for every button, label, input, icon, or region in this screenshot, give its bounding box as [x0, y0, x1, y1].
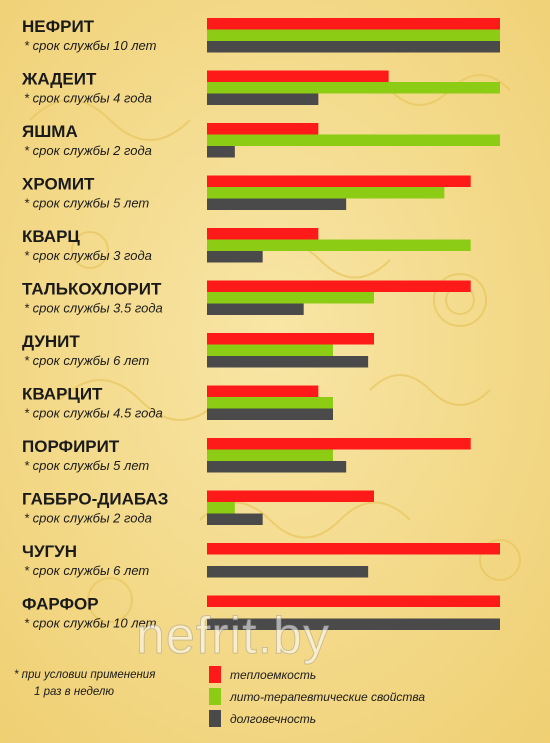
bar-durability — [207, 146, 235, 158]
bar-durability — [207, 303, 304, 315]
stone-name: НЕФРИТ — [22, 17, 95, 36]
bar-heat — [207, 490, 375, 502]
bar-durability — [207, 41, 500, 53]
bar-durability — [207, 618, 500, 630]
service-life-label: * срок службы 5 лет — [24, 196, 149, 211]
stone-name: КВАРЦИТ — [22, 385, 103, 404]
stone-name: ДУНИТ — [22, 332, 80, 351]
bar-therapy — [207, 449, 333, 461]
service-life-label: * срок службы 3 года — [24, 248, 152, 263]
bar-heat — [207, 70, 389, 82]
stone-group: ЖАДЕИТ * срок службы 4 года — [21, 70, 500, 106]
stone-group: ТАЛЬКОХЛОРИТ * срок службы 3.5 года — [22, 280, 471, 316]
stone-name: ГАББРО-ДИАБАЗ — [22, 490, 168, 509]
service-life-label: * срок службы 2 года — [24, 511, 152, 526]
service-life-label: * срок службы 2 года — [24, 143, 152, 158]
legend-label: лито-терапевтические свойства — [229, 690, 425, 704]
legend-item: теплоемкость — [209, 666, 316, 683]
legend-item: долговечность — [209, 710, 316, 727]
bar-therapy — [207, 344, 333, 356]
bar-therapy — [207, 239, 471, 251]
service-life-label: * срок службы 4.5 года — [24, 406, 163, 421]
bar-durability — [207, 198, 347, 210]
stone-name: ФАРФОР — [22, 595, 99, 614]
bar-durability — [207, 356, 369, 368]
stone-group: ЧУГУН * срок службы 6 лет — [22, 542, 500, 578]
stone-group: ХРОМИТ * срок службы 5 лет — [22, 175, 471, 211]
bar-heat — [207, 595, 500, 607]
legend-label: теплоемкость — [230, 668, 316, 682]
stone-group: ЯШМА * срок службы 2 года — [22, 122, 500, 158]
stone-group: НЕФРИТ * срок службы 10 лет — [22, 17, 500, 53]
legend-item: лито-терапевтические свойства — [209, 688, 425, 705]
legend-swatch-durability — [209, 710, 221, 727]
stone-name: ХРОМИТ — [22, 175, 95, 194]
bar-heat — [207, 438, 471, 450]
stone-name: ЖАДЕИТ — [21, 70, 97, 89]
bar-heat — [207, 333, 375, 345]
service-life-label: * срок службы 4 года — [24, 91, 152, 106]
bar-durability — [207, 408, 333, 420]
stone-group: ПОРФИРИТ * срок службы 5 лет — [22, 437, 471, 473]
stone-group: КВАРЦ * срок службы 3 года — [22, 227, 471, 263]
stone-name: ЯШМА — [22, 122, 78, 141]
service-life-label: * срок службы 3.5 года — [24, 301, 163, 316]
bar-heat — [207, 123, 319, 135]
stone-group: ГАББРО-ДИАБАЗ * срок службы 2 года — [22, 490, 375, 526]
bar-heat — [207, 280, 471, 292]
footnote-line1: * при условии применения — [14, 669, 155, 681]
bar-heat — [207, 18, 500, 30]
legend-swatch-therapy — [209, 688, 221, 705]
service-life-label: * срок службы 5 лет — [24, 458, 149, 473]
bar-therapy — [207, 502, 235, 514]
footnote-line2: 1 раз в неделю — [34, 686, 114, 698]
service-life-label: * срок службы 10 лет — [24, 38, 157, 53]
stone-group: КВАРЦИТ * срок службы 4.5 года — [22, 385, 333, 421]
bar-heat — [207, 385, 319, 397]
stone-name: ПОРФИРИТ — [22, 437, 120, 456]
bar-therapy — [207, 29, 500, 41]
bar-heat — [207, 175, 471, 187]
service-life-label: * срок службы 6 лет — [24, 353, 149, 368]
bar-durability — [207, 513, 263, 525]
bar-therapy — [207, 187, 445, 199]
legend-swatch-heat — [209, 666, 221, 683]
bar-therapy — [207, 82, 500, 94]
stone-name: ТАЛЬКОХЛОРИТ — [22, 280, 162, 299]
stone-group: ФАРФОР * срок службы 10 лет — [22, 595, 500, 631]
bar-therapy — [207, 134, 500, 146]
bar-durability — [207, 251, 263, 263]
bar-durability — [207, 93, 319, 105]
bar-durability — [207, 566, 369, 578]
stone-name: ЧУГУН — [22, 542, 77, 561]
stone-group: ДУНИТ * срок службы 6 лет — [22, 332, 375, 368]
bar-therapy — [207, 292, 375, 304]
bar-heat — [207, 228, 319, 240]
legend-label: долговечность — [230, 712, 316, 726]
bar-durability — [207, 461, 347, 473]
stone-name: КВАРЦ — [22, 227, 80, 246]
service-life-label: * срок службы 10 лет — [24, 616, 157, 631]
bar-therapy — [207, 397, 333, 409]
service-life-label: * срок службы 6 лет — [24, 563, 149, 578]
bar-heat — [207, 543, 500, 555]
